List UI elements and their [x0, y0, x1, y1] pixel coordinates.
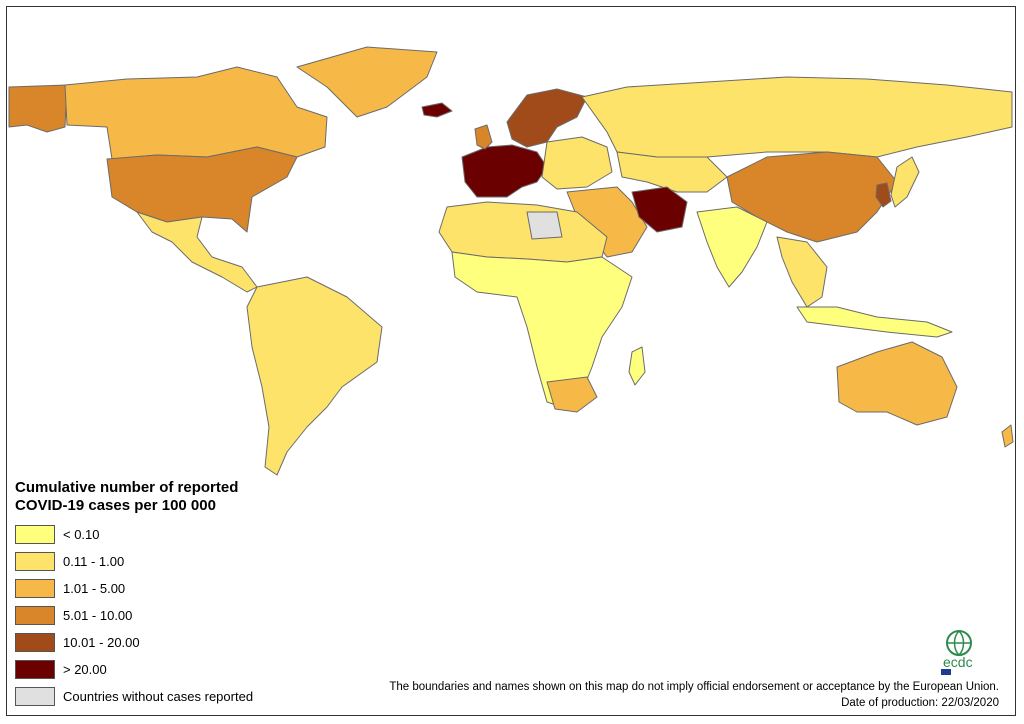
region-korea [875, 182, 892, 208]
legend-swatch [15, 660, 55, 679]
legend-label: 1.01 - 5.00 [63, 581, 126, 596]
region-india [696, 206, 768, 288]
region-japan [890, 156, 920, 208]
map-frame: Cumulative number of reported COVID-19 c… [6, 6, 1016, 716]
globe-meridian-icon [947, 630, 971, 656]
region-canada [64, 66, 328, 160]
production-date: Date of production: 22/03/2020 [841, 697, 999, 709]
region-alaska [8, 84, 68, 133]
region-greenland [296, 46, 438, 118]
legend-label: < 0.10 [63, 527, 100, 542]
region-iran [631, 186, 688, 233]
region-scandinavia [506, 88, 588, 148]
disclaimer-text: The boundaries and names shown on this m… [389, 681, 999, 693]
legend-label: 10.01 - 20.00 [63, 635, 140, 650]
region-usa [106, 146, 298, 233]
region-subsaharan-africa [451, 251, 633, 408]
legend-title: Cumulative number of reported COVID-19 c… [15, 479, 355, 515]
legend-title-line2: COVID-19 cases per 100 000 [15, 497, 216, 514]
legend-item: 1.01 - 5.00 [15, 575, 355, 602]
region-uk [474, 124, 493, 150]
region-central-asia [616, 151, 728, 193]
legend-title-line1: Cumulative number of reported [15, 479, 239, 496]
world-map [8, 46, 1014, 476]
region-australia [836, 341, 958, 426]
legend-swatch [15, 606, 55, 625]
region-southeast-asia [776, 236, 828, 308]
map-legend: Cumulative number of reported COVID-19 c… [15, 479, 355, 710]
legend-item: > 20.00 [15, 656, 355, 683]
logo-text: ecdc [943, 654, 973, 670]
region-iceland [421, 102, 453, 118]
region-south-africa [546, 376, 598, 413]
ecdc-logo: ecdc [941, 630, 973, 675]
legend-swatch [15, 687, 55, 706]
legend-item: < 0.10 [15, 521, 355, 548]
legend-label: > 20.00 [63, 662, 107, 677]
legend-label: Countries without cases reported [63, 689, 254, 704]
region-eastern-europe [541, 136, 613, 190]
region-south-america [246, 276, 383, 476]
legend-item: 5.01 - 10.00 [15, 602, 355, 629]
legend-label: 5.01 - 10.00 [63, 608, 133, 623]
region-indonesia [796, 306, 953, 338]
region-russia [581, 76, 1013, 158]
legend-item: Countries without cases reported [15, 683, 355, 710]
legend-label: 0.11 - 1.00 [63, 554, 125, 569]
legend-item: 0.11 - 1.00 [15, 548, 355, 575]
region-western-europe [461, 144, 548, 198]
eu-flag-icon [941, 669, 951, 675]
legend-item: 10.01 - 20.00 [15, 629, 355, 656]
region-madagascar [628, 346, 646, 386]
legend-swatch [15, 525, 55, 544]
region-no-cases-africa [526, 211, 563, 240]
legend-swatch [15, 633, 55, 652]
legend-swatch [15, 579, 55, 598]
region-new-zealand [1001, 424, 1014, 448]
legend-swatch [15, 552, 55, 571]
